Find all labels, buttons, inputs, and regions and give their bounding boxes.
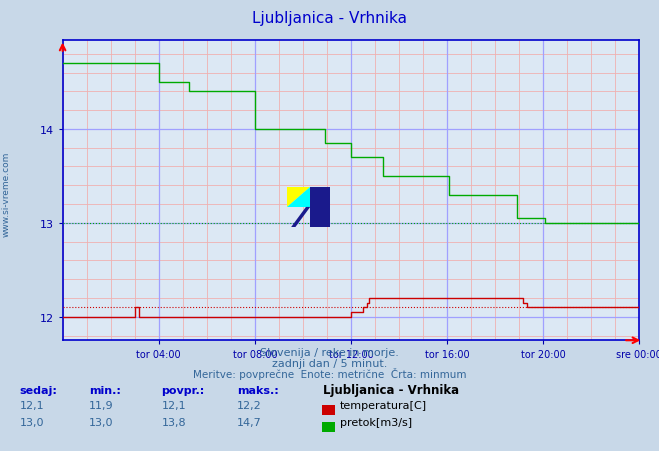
Text: 13,8: 13,8 — [161, 417, 186, 427]
Text: 11,9: 11,9 — [89, 400, 113, 410]
Text: maks.:: maks.: — [237, 385, 279, 395]
Text: zadnji dan / 5 minut.: zadnji dan / 5 minut. — [272, 358, 387, 368]
Text: min.:: min.: — [89, 385, 121, 395]
Text: povpr.:: povpr.: — [161, 385, 205, 395]
Bar — [310, 187, 330, 228]
Polygon shape — [287, 187, 310, 207]
Text: 14,7: 14,7 — [237, 417, 262, 427]
Text: www.si-vreme.com: www.si-vreme.com — [2, 152, 11, 236]
Text: 13,0: 13,0 — [89, 417, 113, 427]
Text: temperatura[C]: temperatura[C] — [340, 400, 427, 410]
Text: 13,0: 13,0 — [20, 417, 44, 427]
Text: pretok[m3/s]: pretok[m3/s] — [340, 417, 412, 427]
Text: sedaj:: sedaj: — [20, 385, 57, 395]
Text: 12,1: 12,1 — [161, 400, 186, 410]
Text: Slovenija / reke in morje.: Slovenija / reke in morje. — [260, 348, 399, 358]
Text: 12,2: 12,2 — [237, 400, 262, 410]
Polygon shape — [291, 207, 310, 228]
Text: Ljubljanica - Vrhnika: Ljubljanica - Vrhnika — [323, 383, 459, 396]
Text: Ljubljanica - Vrhnika: Ljubljanica - Vrhnika — [252, 11, 407, 27]
Text: Meritve: povprečne  Enote: metrične  Črta: minmum: Meritve: povprečne Enote: metrične Črta:… — [192, 368, 467, 379]
Polygon shape — [287, 187, 310, 207]
Text: 12,1: 12,1 — [20, 400, 44, 410]
